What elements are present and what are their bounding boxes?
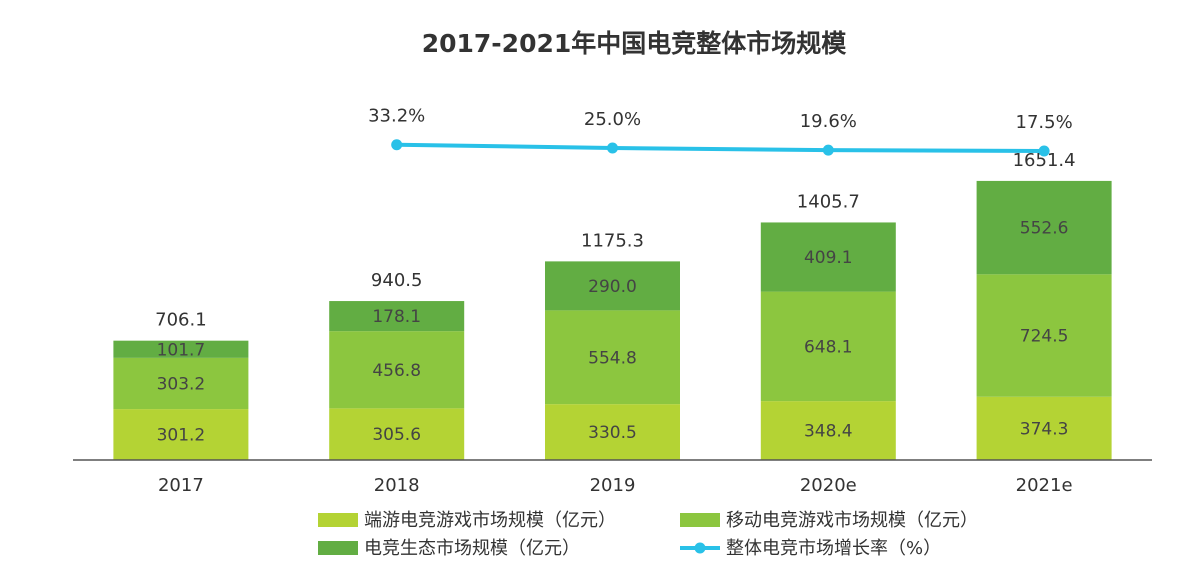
data-label: 290.0 xyxy=(588,277,637,297)
total-label: 706.1 xyxy=(155,310,207,331)
legend-label: 电竞生态市场规模（亿元） xyxy=(364,538,580,559)
bar-segment xyxy=(760,222,896,292)
x-tick-label: 2018 xyxy=(374,475,420,496)
data-label: 330.5 xyxy=(588,423,637,443)
line-label: 25.0% xyxy=(584,109,641,130)
bar-segment xyxy=(545,310,680,405)
data-label: 554.8 xyxy=(588,348,637,368)
bar-segment xyxy=(545,404,680,460)
data-label: 303.2 xyxy=(157,374,206,394)
data-label: 374.3 xyxy=(1020,419,1069,439)
bar-segment xyxy=(760,291,896,402)
x-tick-label: 2017 xyxy=(158,475,204,496)
legend-label: 移动电竞游戏市场规模（亿元） xyxy=(726,510,978,531)
x-tick-label: 2019 xyxy=(590,475,636,496)
legend-marker xyxy=(694,542,706,554)
data-label: 348.4 xyxy=(804,422,853,442)
legend-swatch xyxy=(318,513,358,527)
line-label: 17.5% xyxy=(1016,112,1073,133)
data-label: 178.1 xyxy=(372,307,421,327)
data-label: 409.1 xyxy=(804,248,853,268)
data-label: 101.7 xyxy=(157,340,206,360)
data-label: 305.6 xyxy=(372,425,421,445)
bar-segment xyxy=(113,409,249,460)
line-point xyxy=(822,144,834,156)
legend-label: 整体电竞市场增长率（%） xyxy=(726,538,941,559)
x-tick-label: 2021e xyxy=(1016,475,1073,496)
line-label: 33.2% xyxy=(368,106,425,127)
bar-segment xyxy=(545,261,680,311)
legend-swatch xyxy=(680,513,720,527)
total-label: 1405.7 xyxy=(797,191,860,212)
line-point xyxy=(607,142,618,154)
line-point xyxy=(391,139,403,151)
line-point xyxy=(1038,145,1050,157)
bar-segment xyxy=(976,180,1112,275)
total-label: 1175.3 xyxy=(581,230,644,251)
bar-segment xyxy=(976,396,1112,460)
bar-segment xyxy=(976,274,1112,397)
data-label: 648.1 xyxy=(804,337,853,357)
growth-line xyxy=(396,142,1045,153)
total-label: 1651.4 xyxy=(1013,150,1076,171)
bar-segment xyxy=(113,340,249,358)
bar-segment xyxy=(329,301,465,332)
bar-segment xyxy=(760,401,896,460)
bar-segment xyxy=(329,408,465,460)
legend-swatch xyxy=(318,541,358,555)
legend-label: 端游电竞游戏市场规模（亿元） xyxy=(364,510,616,531)
data-label: 456.8 xyxy=(372,361,421,381)
bar-segment xyxy=(113,357,249,410)
data-label: 301.2 xyxy=(157,426,206,446)
total-label: 940.5 xyxy=(371,270,423,291)
data-label: 552.6 xyxy=(1020,219,1069,239)
line-label: 19.6% xyxy=(800,111,857,132)
bar-segment xyxy=(329,331,465,409)
chart-title: 2017-2021年中国电竞整体市场规模 xyxy=(422,29,848,58)
x-tick-label: 2020e xyxy=(800,475,857,496)
data-label: 724.5 xyxy=(1020,327,1069,347)
